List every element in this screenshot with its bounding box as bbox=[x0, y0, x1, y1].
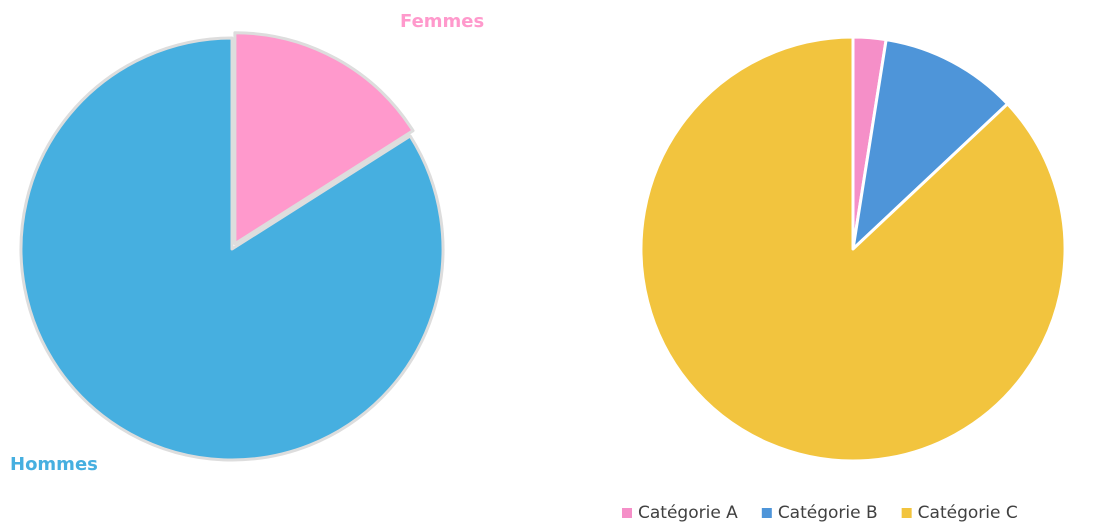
slice-label: Hommes bbox=[10, 454, 98, 475]
legend-swatch bbox=[622, 508, 632, 518]
pie-slice bbox=[851, 38, 1010, 251]
pie-slice bbox=[639, 35, 1067, 463]
legend-label: Catégorie C bbox=[918, 503, 1018, 523]
pie-slice bbox=[233, 31, 415, 246]
legend-label: Catégorie A bbox=[638, 503, 738, 523]
pie-slice bbox=[19, 36, 445, 462]
legend-swatch bbox=[761, 508, 772, 518]
legend-swatch bbox=[901, 508, 912, 518]
slice-label: Femmes bbox=[400, 11, 484, 32]
legend-label: Catégorie B bbox=[778, 503, 878, 523]
